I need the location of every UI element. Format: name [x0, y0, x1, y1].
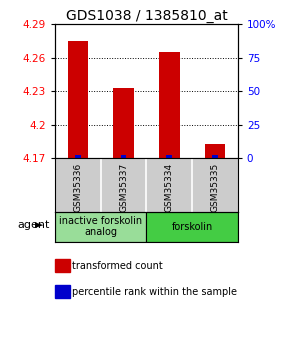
Text: transformed count: transformed count [72, 261, 163, 270]
Bar [159, 52, 180, 158]
Text: agent: agent [17, 220, 50, 230]
Text: percentile rank within the sample: percentile rank within the sample [72, 287, 238, 296]
Bar [68, 41, 88, 158]
Bar [113, 88, 134, 158]
Text: forskolin: forskolin [171, 221, 213, 231]
Bar [55, 212, 146, 241]
Bar [121, 156, 126, 158]
Title: GDS1038 / 1385810_at: GDS1038 / 1385810_at [66, 9, 227, 23]
Text: ►: ► [35, 220, 44, 230]
Bar [166, 156, 172, 158]
Bar [205, 144, 225, 158]
Bar [212, 156, 218, 158]
Bar [75, 156, 81, 158]
Text: GSM35334: GSM35334 [165, 162, 174, 211]
Text: GSM35335: GSM35335 [211, 162, 220, 212]
Bar [146, 212, 238, 241]
Text: inactive forskolin
analog: inactive forskolin analog [59, 216, 142, 237]
Text: GSM35336: GSM35336 [73, 162, 82, 212]
Text: GSM35337: GSM35337 [119, 162, 128, 212]
